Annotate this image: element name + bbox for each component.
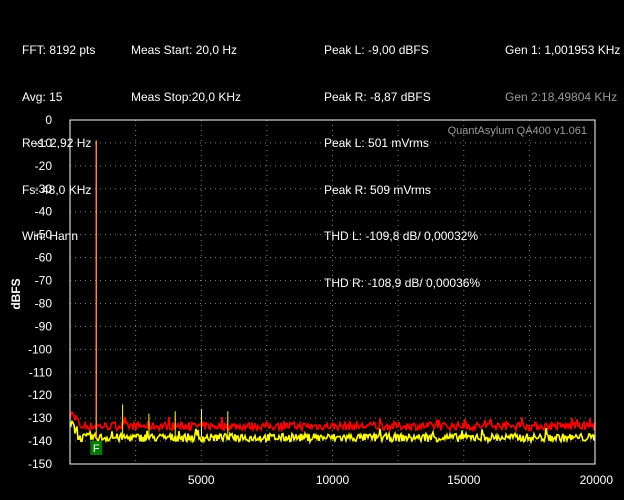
trace-layer (69, 140, 596, 445)
y-tick-label: -70 (35, 274, 53, 288)
y-tick-label: -100 (28, 342, 52, 356)
x-tick-label: 10000 (316, 473, 350, 487)
y-tick-label: -140 (28, 434, 52, 448)
y-tick-label: -90 (35, 319, 53, 333)
fundamental-marker[interactable]: F (90, 441, 103, 455)
y-tick-label: -150 (28, 457, 52, 471)
averages: Avg: 15 (22, 89, 63, 104)
y-axis-label: dBFS (9, 278, 23, 309)
peak-left-dbfs: Peak L: -9,00 dBFS (324, 43, 429, 57)
generator-1: Gen 1: 1,001953 KHz (505, 43, 621, 57)
watermark: QuantAsylum QA400 v1.061 (448, 125, 587, 137)
y-tick-label: -10 (35, 136, 53, 150)
channel-trace-right (69, 419, 596, 445)
fft-size: FFT: 8192 pts (22, 43, 96, 57)
y-tick-label: -120 (28, 388, 52, 402)
y-tick-label: -60 (35, 251, 53, 265)
y-tick-label: 0 (45, 113, 52, 127)
resolution: Res: 2,92 Hz (22, 136, 92, 150)
thd-left: THD L: -109,8 dB/ 0,00032% (324, 229, 479, 243)
channel-trace-left (69, 410, 596, 434)
x-tick-label: 20000 (580, 473, 614, 487)
thd-right: THD R: -108,9 dB/ 0,00036% (324, 275, 481, 290)
y-tick-label: -130 (28, 411, 52, 425)
x-tick-label: 5000 (188, 473, 215, 487)
meas-stop: Meas Stop:20,0 KHz (131, 89, 242, 104)
y-tick-label: -80 (35, 296, 53, 310)
y-tick-label: -30 (35, 182, 53, 196)
x-tick-label: 15000 (447, 473, 481, 487)
sample-rate: Fs: 48,0 KHz (22, 182, 92, 197)
marker-box (90, 441, 103, 455)
plot-area-frame (69, 119, 596, 465)
y-tick-label: -20 (35, 159, 53, 173)
y-tick-label: -110 (29, 365, 52, 379)
generator-2: Gen 2:18,49804 KHz (505, 89, 618, 104)
meas-start: Meas Start: 20,0 Hz (131, 43, 238, 57)
y-tick-label: -50 (35, 228, 53, 242)
y-tick-label: -40 (35, 205, 53, 219)
marker-label: F (93, 443, 100, 455)
fft-settings: FFT: 8192 pts Avg: 15 Res: 2,92 Hz Fs: 4… (22, 12, 95, 260)
window: Win: Hann (22, 229, 79, 243)
peak-right-vrms: Peak R: 509 mVrms (324, 182, 431, 197)
peak-right-dbfs: Peak R: -8,87 dBFS (324, 89, 431, 104)
peak-left-vrms: Peak L: 501 mVrms (324, 136, 429, 150)
measurement-range: Meas Start: 20,0 Hz Meas Stop:20,0 KHz (131, 12, 241, 121)
generator-readouts: Gen 1: 1,001953 KHz Gen 2:18,49804 KHz (505, 12, 620, 121)
tick-layer: 0 -10 -20 -30 -40 -50 -60 -70 -80 -90 -100 -110 -120… (28, 113, 613, 487)
peak-thd-readouts: Peak L: -9,00 dBFS Peak R: -8,87 dBFS Pe… (324, 12, 480, 307)
